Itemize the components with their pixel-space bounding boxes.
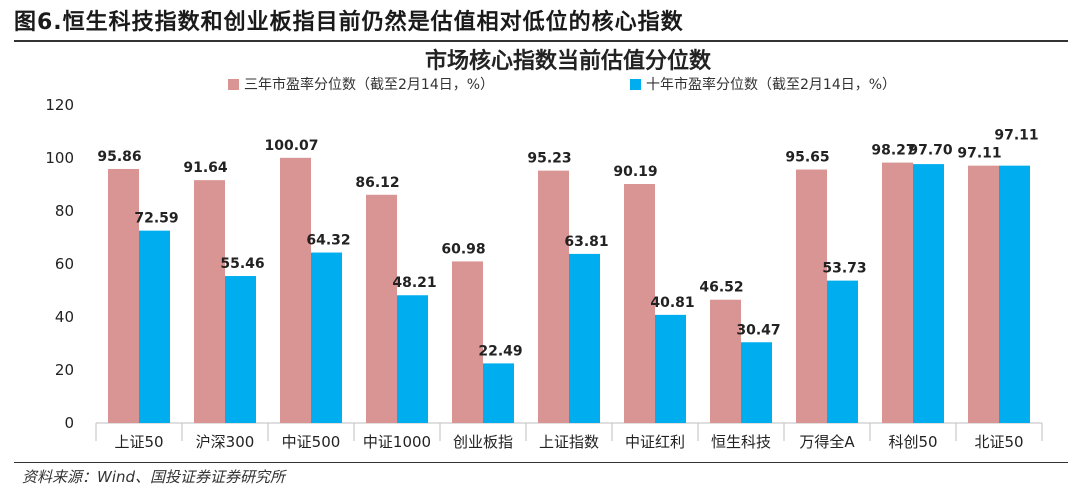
data-label: 95.65 — [785, 150, 829, 166]
bar — [624, 183, 655, 423]
legend: 三年市盈率分位数（截至2月14日，%） 十年市盈率分位数（截至2月14日，%） — [228, 76, 896, 93]
chart-title: 市场核心指数当前估值分位数 — [425, 48, 712, 74]
data-label: 86.12 — [355, 175, 399, 191]
bar — [999, 165, 1030, 423]
data-label: 90.19 — [613, 164, 657, 180]
y-tick-label: 60 — [55, 255, 74, 273]
data-label: 63.81 — [564, 234, 608, 250]
bar — [827, 280, 858, 423]
data-label: 95.23 — [527, 151, 571, 167]
bar — [194, 180, 225, 423]
data-label: 55.46 — [220, 256, 264, 272]
bar — [882, 162, 913, 423]
bar — [968, 165, 999, 423]
data-labels: 95.86 91.64 100.07 86.12 60.98 95.23 90.19 46.5… — [97, 128, 1038, 360]
bar — [280, 157, 311, 423]
bar — [538, 170, 569, 423]
x-tick-label: 科创50 — [888, 433, 937, 451]
y-tick-label: 0 — [64, 414, 74, 432]
y-tick-label: 120 — [45, 96, 74, 114]
data-label: 98.27 — [871, 143, 915, 159]
x-tick-label: 恒生科技 — [711, 433, 771, 451]
figure-title: 图6.恒生科技指数和创业板指目前仍然是估值相对低位的核心指数 — [14, 10, 684, 35]
data-label: 97.70 — [908, 143, 953, 159]
x-tick-label: 上证指数 — [539, 433, 599, 451]
x-tick-label: 创业板指 — [453, 433, 513, 451]
x-tick-label: 沪深300 — [196, 433, 255, 451]
bar-chart: 市场核心指数当前估值分位数 三年市盈率分位数（截至2月14日，%） 十年市盈率分位… — [45, 48, 1043, 451]
data-label: 97.11 — [994, 128, 1038, 144]
legend-swatch — [630, 79, 641, 90]
y-tick-label: 40 — [55, 308, 74, 326]
data-label: 60.98 — [441, 241, 485, 257]
x-tick-label: 中证红利 — [625, 433, 685, 451]
data-label: 48.21 — [392, 275, 436, 291]
data-label: 97.11 — [957, 146, 1001, 162]
bars — [108, 157, 1030, 423]
y-tick-label: 100 — [45, 149, 74, 167]
data-label: 53.73 — [822, 261, 866, 277]
bar — [311, 252, 342, 423]
x-tick-label: 北证50 — [974, 433, 1023, 451]
data-label: 91.64 — [183, 160, 228, 176]
bar — [225, 276, 256, 423]
bar — [452, 261, 483, 423]
bar — [366, 194, 397, 423]
data-label: 40.81 — [650, 295, 694, 311]
legend-label: 三年市盈率分位数（截至2月14日，%） — [244, 76, 494, 93]
y-tick-label: 20 — [55, 361, 74, 379]
x-tick-label: 万得全A — [799, 433, 855, 451]
data-label: 46.52 — [699, 280, 743, 296]
title-rule — [14, 40, 1068, 42]
bar — [796, 169, 827, 423]
data-label: 72.59 — [134, 211, 178, 227]
legend-label: 十年市盈率分位数（截至2月14日，%） — [646, 76, 896, 93]
legend-swatch — [228, 79, 239, 90]
x-tick-label: 上证50 — [114, 433, 163, 451]
bar — [139, 230, 170, 423]
bar — [569, 253, 600, 423]
source-rule — [14, 462, 1068, 463]
bar — [710, 299, 741, 423]
data-label: 64.32 — [306, 233, 350, 249]
data-label: 95.86 — [97, 149, 141, 165]
x-tick-label: 中证500 — [282, 433, 341, 451]
bar — [913, 164, 944, 423]
bar — [741, 342, 772, 423]
source-note: 资料来源：Wind、国投证券证券研究所 — [22, 468, 286, 486]
bar — [483, 363, 514, 423]
bar — [108, 168, 139, 423]
y-tick-label: 80 — [55, 202, 74, 220]
x-tick-label: 中证1000 — [363, 433, 431, 451]
data-label: 100.07 — [264, 138, 318, 154]
data-label: 30.47 — [736, 322, 780, 338]
bar — [397, 295, 428, 423]
data-label: 22.49 — [478, 343, 522, 359]
bar — [655, 314, 686, 423]
